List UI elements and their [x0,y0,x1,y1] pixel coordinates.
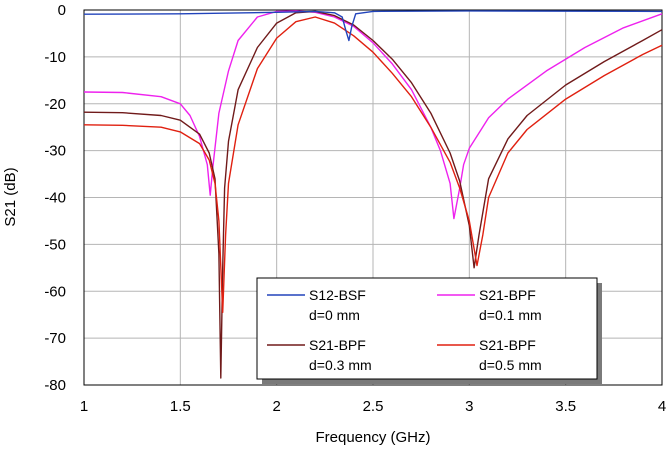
x-tick-label: 3 [465,398,473,415]
y-tick-label: -40 [44,190,66,207]
y-tick-label: -30 [44,143,66,160]
plot-frame [83,9,663,386]
series-line-3 [83,16,663,313]
y-tick-label: -20 [44,96,66,113]
legend-label: S21-BPF [479,287,536,303]
y-tick-label: -60 [44,283,66,300]
y-tick-label: -10 [44,49,66,66]
x-tick-label: 2 [272,398,280,415]
legend-sublabel: d=0 mm [309,307,360,323]
legend-label: S12-BSF [309,287,366,303]
legend-label: S21-BPF [479,337,536,353]
x-tick-label: 3.5 [555,398,576,415]
y-axis-title: S21 (dB) [2,167,19,226]
y-tick-label: -70 [44,330,66,347]
x-tick-label: 1 [80,398,88,415]
series-line-1 [83,10,663,379]
x-tick-labels: 1 1.5 2 2.5 3 3.5 4 [80,398,666,415]
legend-sublabel: d=0.3 mm [309,357,372,373]
x-tick-label: 2.5 [363,398,384,415]
y-tick-label: 0 [58,2,66,19]
y-tick-label: -50 [44,236,66,253]
legend-sublabel: d=0.1 mm [479,307,542,323]
series-line-0 [83,10,663,42]
x-axis-title: Frequency (GHz) [315,429,430,446]
x-tick-label: 1.5 [170,398,191,415]
legend: S12-BSF d=0 mm S21-BPF d=0.3 mm S21-BPF d=0.1… [256,277,602,384]
x-tick-label: 4 [658,398,666,415]
y-tick-labels: 0 -10 -20 -30 -40 -50 -60 -70 -80 [44,2,66,394]
y-tick-label: -80 [44,377,66,394]
legend-label: S21-BPF [309,337,366,353]
legend-box [256,277,598,380]
series-layer [83,10,663,379]
legend-sublabel: d=0.5 mm [479,357,542,373]
